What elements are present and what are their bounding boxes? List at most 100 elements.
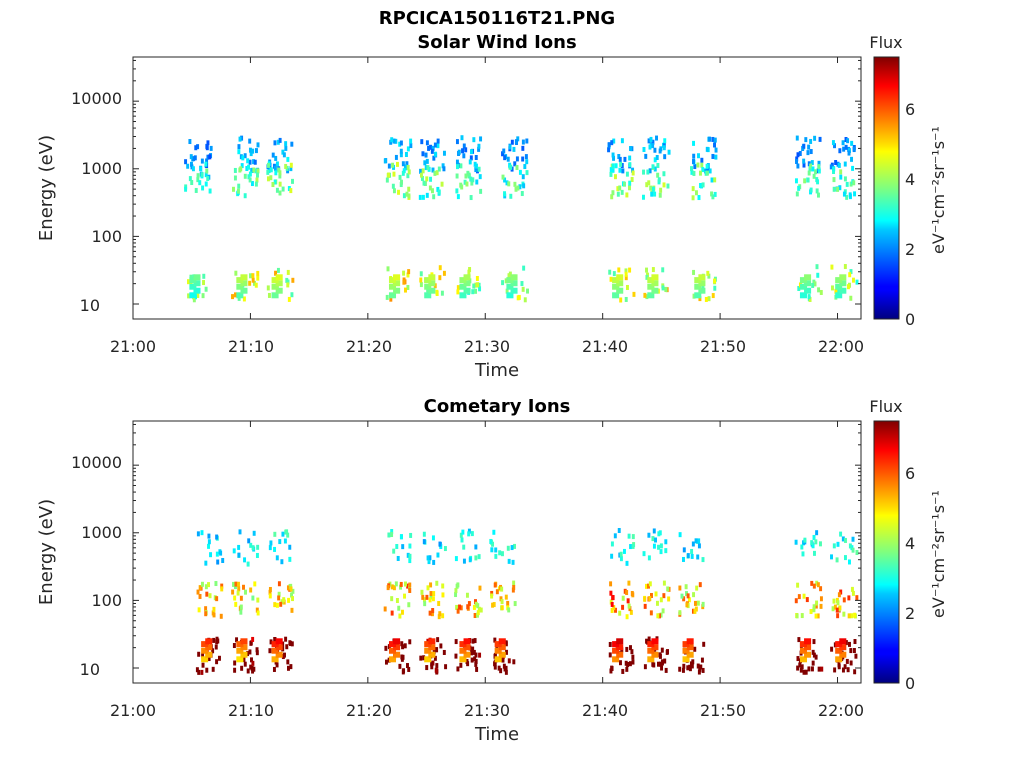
heatmap-cell — [396, 555, 400, 561]
heatmap-cell — [655, 135, 658, 141]
heatmap-cell — [252, 167, 256, 173]
heatmap-cell — [802, 669, 806, 675]
heatmap-cell — [839, 638, 847, 645]
heatmap-cell — [204, 172, 208, 178]
heatmap-cell — [832, 543, 836, 549]
heatmap-cell — [846, 138, 850, 144]
heatmap-cell — [851, 547, 855, 553]
heatmap-cell — [642, 169, 646, 175]
heatmap-cell — [474, 544, 478, 550]
heatmap-cell — [812, 583, 816, 589]
heatmap-cell — [490, 593, 494, 599]
heatmap-cell — [524, 154, 528, 160]
heatmap-cell — [707, 273, 711, 279]
heatmap-cell — [697, 195, 701, 201]
heatmap-cell — [245, 165, 249, 171]
heatmap-cell — [233, 667, 237, 673]
heatmap-cell — [816, 613, 820, 619]
heatmap-cell — [407, 269, 411, 275]
heatmap-cell — [692, 269, 696, 275]
heatmap-cell — [814, 169, 818, 175]
heatmap-cell — [693, 600, 697, 606]
heatmap-cell — [460, 135, 464, 141]
heatmap-cell — [403, 593, 406, 599]
heatmap-cell — [809, 138, 813, 144]
heatmap-cell — [198, 585, 202, 591]
heatmap-cell — [651, 186, 655, 192]
heatmap-cell — [278, 190, 282, 196]
heatmap-cell — [682, 656, 690, 663]
colorbar-ticks: 0 2 4 6 — [905, 464, 915, 693]
heatmap-cell — [843, 176, 847, 182]
heatmap-cell — [648, 581, 652, 587]
heatmap-cell — [271, 283, 279, 290]
heatmap-cell — [621, 604, 625, 610]
heatmap-cell — [467, 269, 471, 275]
heatmap-cell — [842, 191, 846, 197]
heatmap-cell — [425, 140, 429, 146]
heatmap-cell — [841, 536, 845, 542]
heatmap-cell — [395, 598, 399, 604]
heatmap-cell — [841, 667, 845, 673]
heatmap-cell — [795, 158, 798, 164]
heatmap-cell — [283, 538, 287, 544]
heatmap-cell — [844, 640, 848, 646]
heatmap-cell — [696, 554, 700, 560]
heatmap-cell — [405, 161, 409, 167]
heatmap-cell — [494, 641, 502, 648]
heatmap-cell — [428, 185, 432, 191]
heatmap-cell — [190, 180, 194, 186]
heatmap-cell — [404, 151, 408, 157]
heatmap-cell — [200, 581, 204, 587]
heatmap-cell — [690, 166, 693, 172]
heatmap-cell — [254, 168, 258, 174]
heatmap-cell — [420, 175, 424, 181]
heatmap-cell — [507, 558, 511, 564]
heatmap-cell — [426, 165, 430, 171]
heatmap-cell — [384, 659, 388, 665]
x-tick-label: 22:00 — [818, 337, 864, 356]
heatmap-cell — [422, 655, 426, 661]
cometary-title: Cometary Ions — [424, 396, 571, 417]
heatmap-cell — [252, 666, 256, 672]
heatmap-cell — [802, 143, 806, 149]
heatmap-cell — [422, 180, 426, 186]
heatmap-cell — [796, 582, 800, 588]
heatmap-cell — [249, 640, 253, 646]
heatmap-cell — [803, 537, 807, 543]
heatmap-cell — [277, 591, 281, 597]
heatmap-cell — [456, 194, 460, 200]
heatmap-cell — [383, 158, 387, 164]
heatmap-cell — [456, 289, 460, 295]
y-tick-label: 10000 — [71, 453, 122, 472]
heatmap-cell — [426, 555, 430, 561]
colorbar-ticks: 0 2 4 6 — [905, 100, 915, 329]
heatmap-cell — [429, 591, 433, 597]
heatmap-cell — [678, 610, 682, 616]
heatmap-cell — [797, 637, 801, 643]
heatmap-cell — [460, 537, 464, 543]
heatmap-cell — [408, 639, 412, 645]
heatmap-cell — [810, 666, 814, 672]
heatmap-cell — [249, 273, 252, 279]
heatmap-cell — [831, 606, 835, 612]
heatmap-cell — [255, 647, 259, 653]
heatmap-cell — [648, 144, 652, 150]
heatmap-cell — [645, 267, 648, 273]
heatmap-cell — [471, 646, 475, 652]
heatmap-cell — [246, 668, 250, 674]
heatmap-cell — [398, 141, 402, 147]
heatmap-cell — [799, 656, 807, 663]
heatmap-cell — [631, 543, 635, 549]
heatmap-cell — [284, 145, 288, 151]
heatmap-cell — [664, 286, 668, 292]
heatmap-cell — [631, 167, 635, 173]
heatmap-cell — [612, 277, 620, 284]
heatmap-cell — [196, 531, 200, 537]
heatmap-cell — [504, 594, 508, 600]
heatmap-cell — [839, 644, 847, 651]
heatmap-cell — [500, 599, 504, 605]
heatmap-cell — [713, 142, 716, 148]
heatmap-cell — [200, 669, 204, 675]
